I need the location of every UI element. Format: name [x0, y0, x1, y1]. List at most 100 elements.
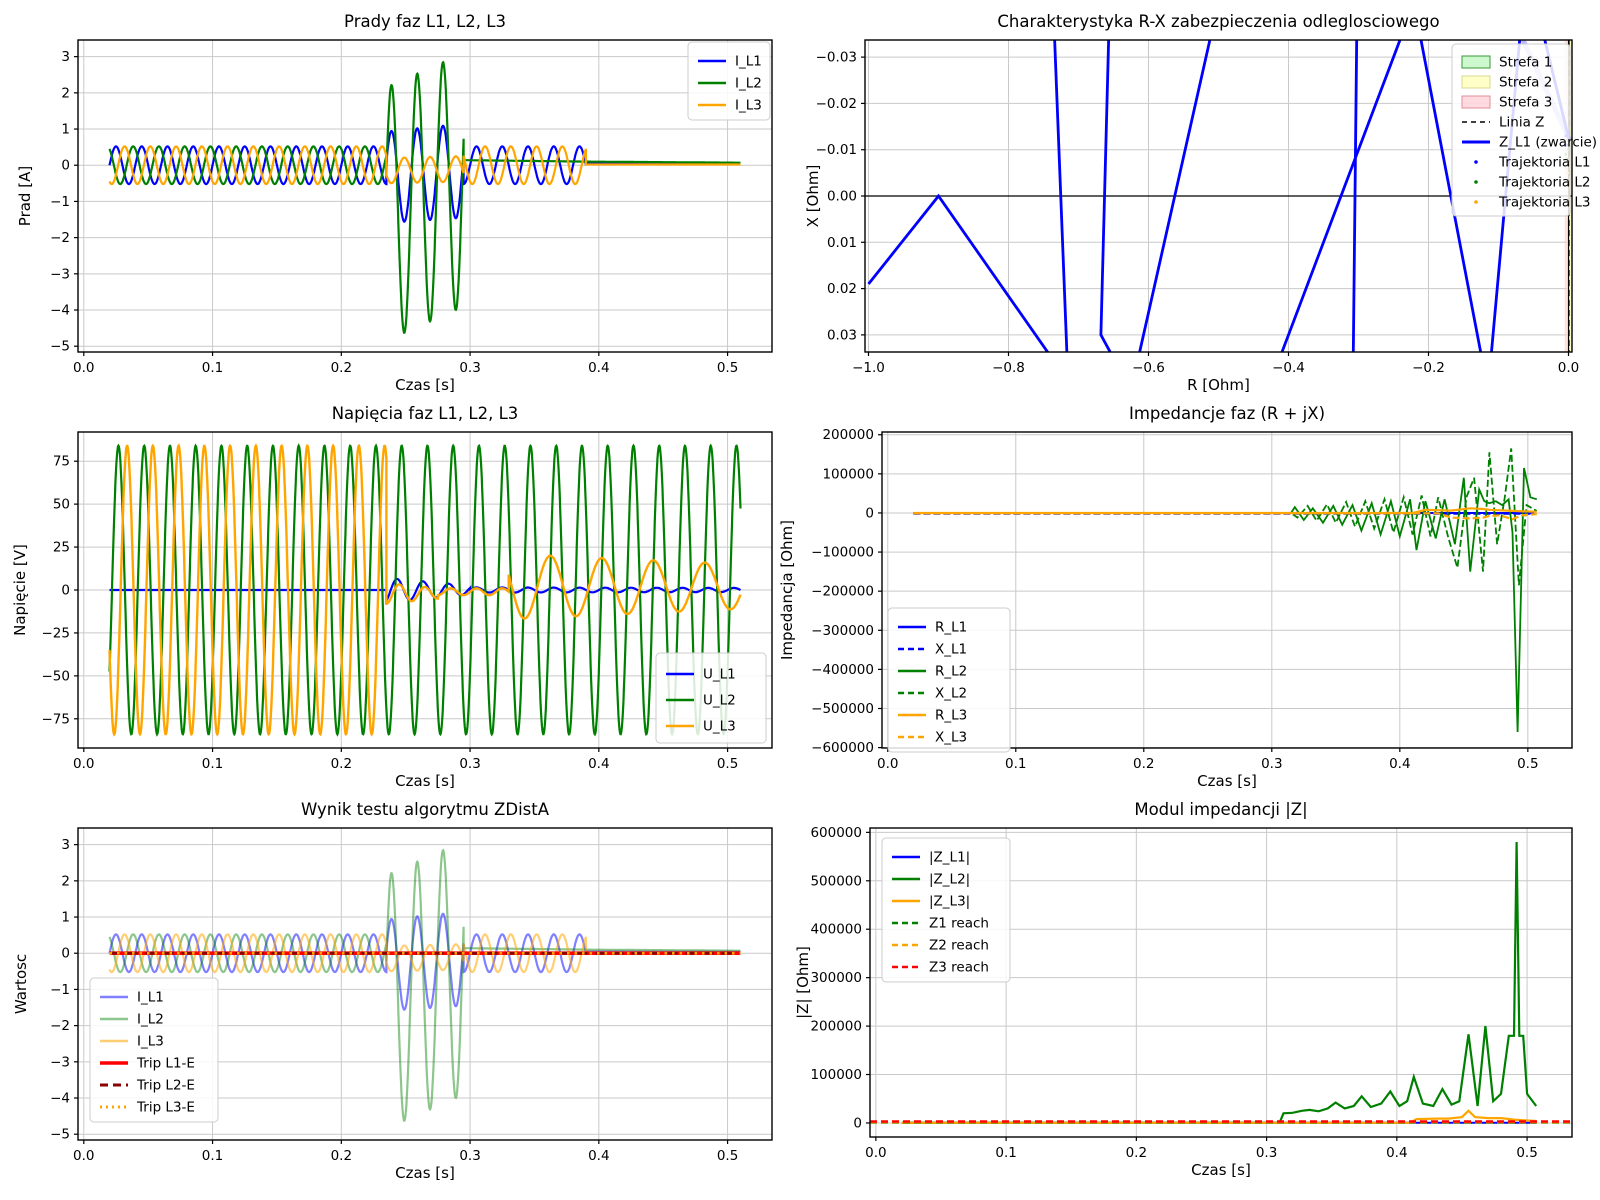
x-axis-label: Czas [s]: [395, 772, 455, 790]
legend-label: Z2 reach: [929, 938, 989, 954]
legend-label: Trip L2-E: [136, 1078, 195, 1094]
legend: I_L1 I_L2 I_L3: [687, 41, 771, 121]
svg-text:0.1: 0.1: [202, 756, 223, 772]
svg-text:−2: −2: [50, 1018, 70, 1034]
svg-text:25: 25: [53, 540, 70, 556]
svg-text:0.03: 0.03: [827, 327, 857, 343]
svg-text:0.1: 0.1: [202, 360, 223, 376]
legend-label: U_L3: [703, 719, 736, 735]
legend-label: X_L2: [935, 686, 967, 702]
svg-text:0.5: 0.5: [1516, 1145, 1537, 1161]
svg-text:0.5: 0.5: [1517, 756, 1538, 772]
svg-text:−400000: −400000: [811, 662, 874, 678]
svg-text:600000: 600000: [810, 825, 862, 841]
x-axis-label: Czas [s]: [395, 376, 455, 394]
svg-text:0.5: 0.5: [717, 756, 738, 772]
svg-text:−0.8: −0.8: [992, 360, 1025, 376]
svg-text:−4: −4: [50, 303, 70, 319]
svg-text:300000: 300000: [810, 970, 862, 986]
svg-text:−2: −2: [50, 230, 70, 246]
legend-label: R_L1: [935, 620, 967, 636]
svg-text:1: 1: [61, 910, 70, 926]
svg-text:−3: −3: [50, 1054, 70, 1070]
svg-text:0.3: 0.3: [1256, 1145, 1277, 1161]
svg-text:0.00: 0.00: [827, 189, 857, 205]
axes-spines: [77, 827, 773, 1141]
legend-label: U_L2: [703, 693, 736, 709]
svg-text:0.0: 0.0: [877, 756, 898, 772]
legend-label: Z_L1 (zwarcie): [1499, 135, 1597, 151]
axes-spines: [77, 39, 773, 353]
legend-label: R_L3: [935, 708, 967, 724]
series-I_L2: [108, 60, 741, 335]
chart-modul-impedancji: 0.0 0.1 0.2 0.3 0.4 0.5 600000 500000 400000 3000…: [794, 800, 1573, 1179]
legend-label: Trajektoria L3: [1498, 195, 1591, 211]
legend-label: X_L3: [935, 730, 967, 746]
svg-text:75: 75: [53, 454, 70, 470]
chart-title: Wynik testu algorytmu ZDistA: [301, 800, 550, 819]
svg-text:0.1: 0.1: [1005, 756, 1026, 772]
svg-text:1: 1: [61, 122, 70, 138]
x-axis-label: Czas [s]: [1197, 772, 1257, 790]
svg-text:2: 2: [61, 873, 70, 889]
chart-napiecia-faz: 0.0 0.1 0.2 0.3 0.4 0.5 75 50 25 0 −25 −50 −75 Napięc…: [11, 404, 773, 790]
svg-text:100000: 100000: [822, 466, 874, 482]
svg-text:0: 0: [61, 946, 70, 962]
subplot-impedancje-faz: 0.0 0.1 0.2 0.3 0.4 0.5 200000 100000 0 −100000 −2…: [778, 400, 1600, 800]
svg-text:0.4: 0.4: [588, 360, 609, 376]
series-Z_L1 (zwarcie): [867, 40, 1571, 352]
svg-text:0.1: 0.1: [995, 1145, 1016, 1161]
series-|Z_L2|: [901, 841, 1538, 1124]
svg-text:0.4: 0.4: [1386, 1145, 1407, 1161]
svg-text:−0.4: −0.4: [1272, 360, 1305, 376]
svg-text:0.4: 0.4: [588, 1148, 609, 1164]
svg-text:200000: 200000: [810, 1019, 862, 1035]
svg-text:−0.02: −0.02: [816, 96, 857, 112]
x-axis-label: Czas [s]: [395, 1164, 455, 1182]
x-axis-label: Czas [s]: [1191, 1161, 1251, 1179]
axes-spines: [881, 431, 1573, 749]
svg-text:−5: −5: [50, 339, 70, 355]
chart-charakterystyka-rx: −1.0 −0.8 −0.6 −0.4 −0.2 0.0 −0.03 −0.02 −0.01 0.…: [804, 12, 1597, 394]
chart-title: Modul impedancji |Z|: [1134, 800, 1307, 819]
svg-text:−50: −50: [42, 668, 71, 684]
svg-text:0.4: 0.4: [1389, 756, 1410, 772]
svg-text:−100000: −100000: [811, 545, 874, 561]
svg-text:0.0: 0.0: [865, 1145, 886, 1161]
y-axis-label: Napięcie [V]: [11, 544, 29, 636]
legend-label: Strefa 2: [1499, 75, 1552, 91]
svg-text:0.3: 0.3: [1261, 756, 1282, 772]
svg-text:−200000: −200000: [811, 584, 874, 600]
legend-label: I_L2: [137, 1012, 164, 1028]
svg-text:200000: 200000: [822, 427, 874, 443]
svg-text:2: 2: [61, 85, 70, 101]
legend-label: Linia Z: [1499, 115, 1544, 131]
svg-text:3: 3: [61, 49, 70, 65]
axes-spines: [869, 827, 1573, 1138]
legend-label: I_L1: [137, 990, 164, 1006]
legend-label: U_L1: [703, 667, 736, 683]
legend: Strefa 1 Strefa 2 Strefa 3 Linia Z Z_L1 (zwa…: [1451, 43, 1597, 217]
chart-title: Napięcia faz L1, L2, L3: [332, 404, 519, 423]
svg-text:0.01: 0.01: [827, 235, 857, 251]
gridlines: [865, 40, 1572, 352]
chart-impedancje-faz: 0.0 0.1 0.2 0.3 0.4 0.5 200000 100000 0 −100000 −2…: [778, 404, 1573, 790]
y-axis-label: Prad [A]: [16, 166, 34, 226]
svg-text:0.02: 0.02: [827, 281, 857, 297]
tick-labels: 0.0 0.1 0.2 0.3 0.4 0.5 600000 500000 400000 3000…: [810, 825, 1537, 1161]
legend-label: |Z_L2|: [929, 872, 970, 888]
svg-text:−3: −3: [50, 266, 70, 282]
series-U_L2: [108, 443, 742, 737]
series-group: [870, 841, 1572, 1124]
legend-label: I_L3: [137, 1034, 164, 1050]
legend-label: I_L1: [735, 54, 762, 70]
svg-text:−5: −5: [50, 1127, 70, 1143]
subplot-napiecia-faz: 0.0 0.1 0.2 0.3 0.4 0.5 75 50 25 0 −25 −50 −75 Napięc…: [0, 400, 800, 800]
svg-text:0.4: 0.4: [588, 756, 609, 772]
series-group: [108, 848, 741, 1123]
series-X_L3: [913, 512, 1537, 521]
subplot-wynik-testu: 0.0 0.1 0.2 0.3 0.4 0.5 3 2 1 0 −1 −2 −3 −4 −5 Wynik te…: [0, 800, 800, 1200]
chart-title: Prady faz L1, L2, L3: [344, 12, 506, 31]
svg-text:0.0: 0.0: [73, 1148, 94, 1164]
svg-text:100000: 100000: [810, 1067, 862, 1083]
